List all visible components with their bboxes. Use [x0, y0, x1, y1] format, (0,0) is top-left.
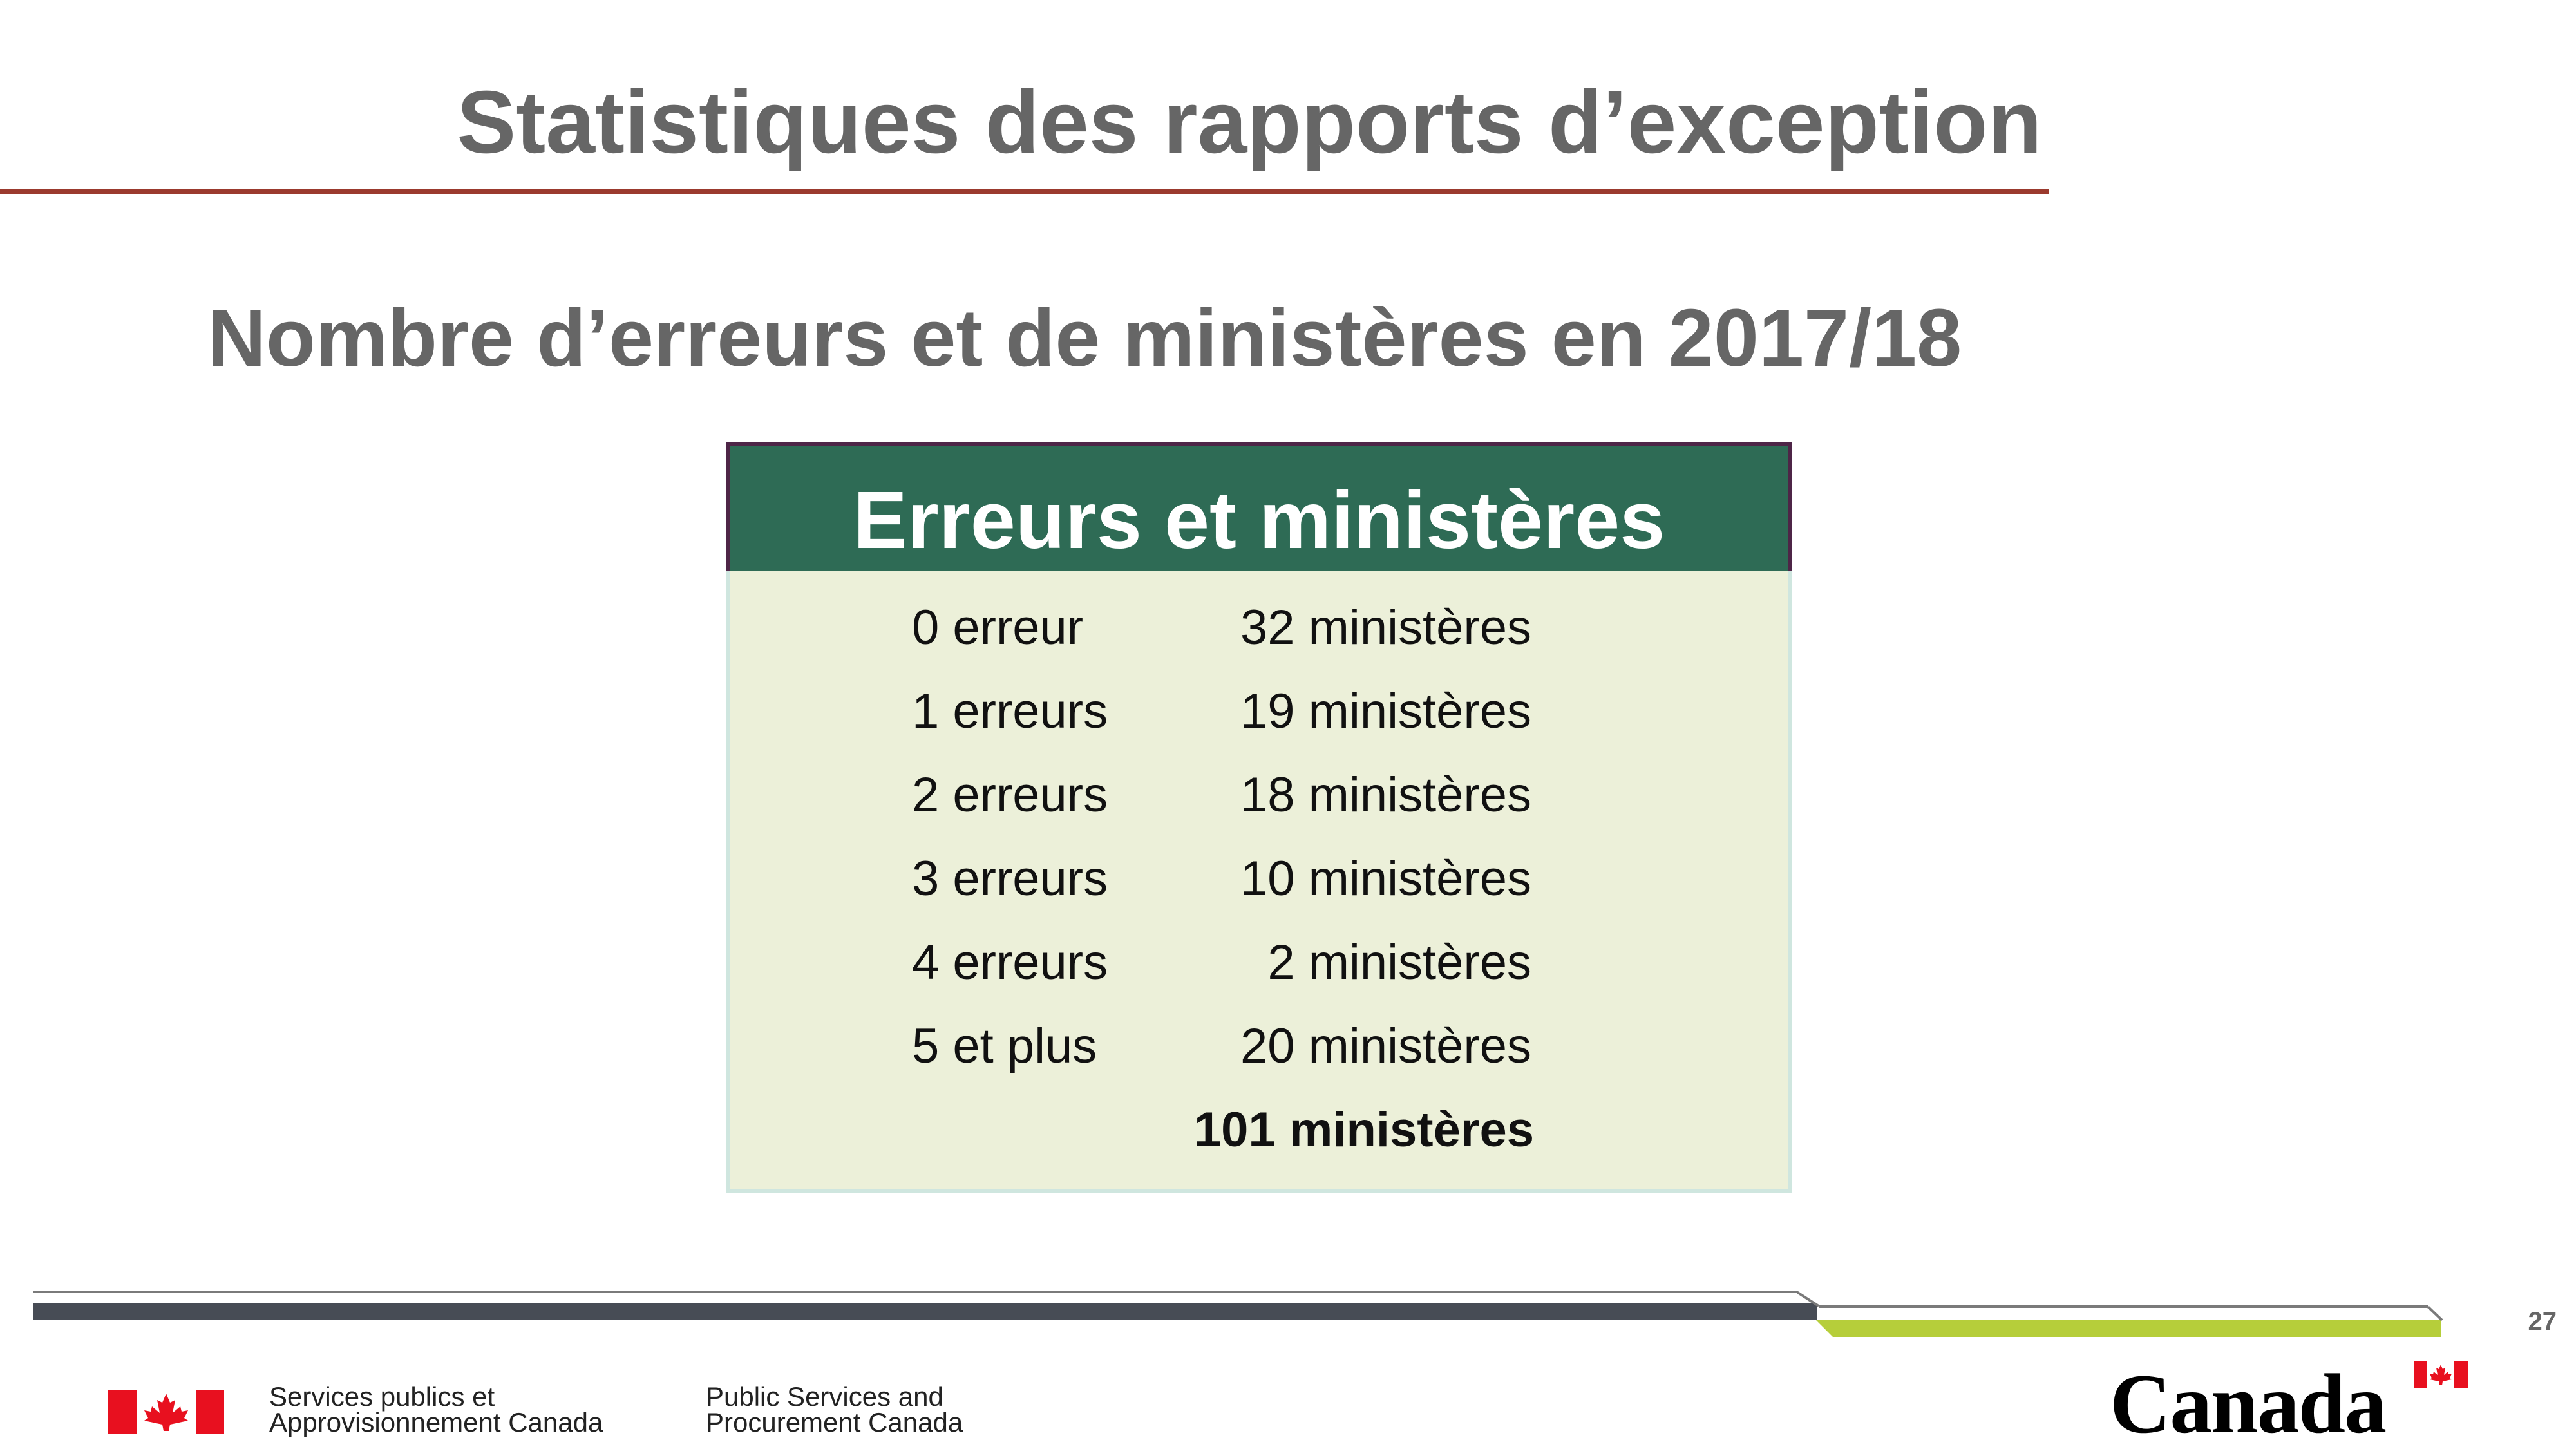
errors-cell: 2 erreurs	[912, 768, 1108, 822]
canada-flag-icon	[108, 1390, 224, 1434]
errors-cell: 3 erreurs	[912, 851, 1108, 906]
dept-fr-line2: Approvisionnement Canada	[269, 1407, 603, 1437]
dept-en-line1: Public Services and	[706, 1381, 943, 1412]
table-body: 0 erreur 32 ministères 1 erreurs 19 mini…	[726, 571, 1792, 1193]
department-name-fr: Services publics et Approvisionnement Ca…	[269, 1381, 603, 1437]
departments-cell: 32 ministères	[1240, 600, 1531, 655]
table-header-title: Erreurs et ministères	[853, 475, 1665, 565]
table-header: Erreurs et ministères	[726, 442, 1792, 571]
canada-wordmark: Canada	[2110, 1356, 2470, 1449]
departments-cell: 20 ministères	[1240, 1019, 1531, 1074]
footer-rule-thin	[33, 1291, 1798, 1293]
dept-en-line2: Procurement Canada	[706, 1407, 963, 1437]
errors-table: Erreurs et ministères 0 erreur 32 minist…	[726, 442, 1795, 1194]
departments-cell: 2 ministères	[1267, 935, 1531, 990]
footer-bar-dark	[33, 1303, 1817, 1320]
table-row: 2 erreurs 18 ministères	[730, 753, 1788, 837]
departments-cell: 18 ministères	[1240, 768, 1531, 822]
errors-cell: 0 erreur	[912, 600, 1084, 655]
department-name-en: Public Services and Procurement Canada	[706, 1381, 963, 1437]
table-total-row: 101 ministères	[730, 1088, 1788, 1172]
errors-cell: 5 et plus	[912, 1019, 1097, 1074]
table-row: 0 erreur 32 ministères	[730, 586, 1788, 670]
slide-title: Statistiques des rapports d’exception	[457, 73, 2042, 172]
total-departments-cell: 101 ministères	[1193, 1103, 1534, 1157]
canada-flag-icon	[2414, 1361, 2468, 1388]
page-number: 27	[2528, 1307, 2557, 1336]
dept-fr-line1: Services publics et	[269, 1381, 495, 1412]
table-row: 1 erreurs 19 ministères	[730, 670, 1788, 753]
table-row: 3 erreurs 10 ministères	[730, 837, 1788, 921]
slide-subtitle: Nombre d’erreurs et de ministères en 201…	[207, 292, 1962, 383]
footer-accent-lines	[1797, 1291, 2443, 1337]
departments-cell: 19 ministères	[1240, 684, 1531, 739]
errors-cell: 1 erreurs	[912, 684, 1108, 739]
errors-cell: 4 erreurs	[912, 935, 1108, 990]
table-row: 4 erreurs 2 ministères	[730, 921, 1788, 1005]
wordmark-text: Canada	[2110, 1356, 2387, 1449]
title-divider	[0, 189, 2049, 194]
departments-cell: 10 ministères	[1240, 851, 1531, 906]
table-row: 5 et plus 20 ministères	[730, 1005, 1788, 1088]
